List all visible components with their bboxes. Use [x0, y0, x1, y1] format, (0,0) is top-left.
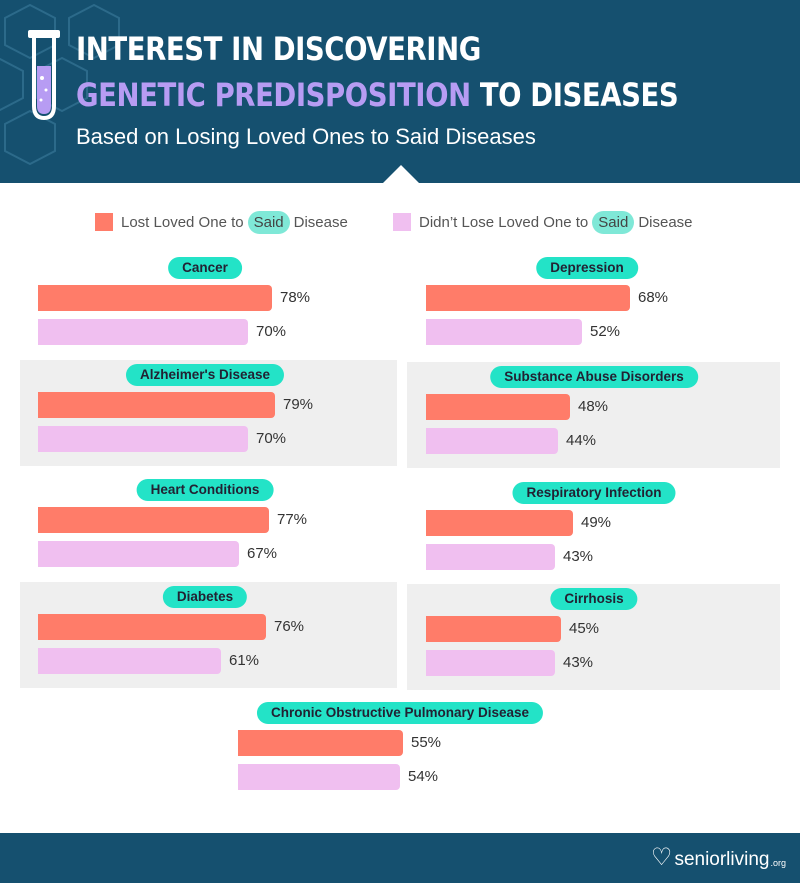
- value-label-notlost: 61%: [229, 652, 260, 669]
- legend-lost-pre: Lost Loved One to: [121, 213, 244, 231]
- test-tube-icon: [28, 30, 60, 121]
- subtitle: Based on Losing Loved Ones to Said Disea…: [76, 124, 536, 149]
- legend-item-lost: Lost Loved One to Said Disease: [95, 210, 348, 234]
- legend-notlost-post: Disease: [638, 213, 693, 231]
- legend-swatch-lost: [95, 213, 113, 231]
- legend-lost-pill: Said: [247, 210, 290, 234]
- value-label-notlost: 67%: [247, 545, 278, 562]
- title-line-2: GENETIC PREDISPOSITION TO DISEASES: [76, 76, 679, 114]
- legend-notlost-pre: Didn’t Lose Loved One to: [419, 213, 589, 231]
- category-label: Cancer: [168, 257, 242, 279]
- title-line-2-rest: TO DISEASES: [470, 76, 679, 114]
- heart-icon: ♡: [650, 843, 673, 871]
- bar-lost: [426, 616, 561, 642]
- value-label-lost: 49%: [581, 514, 612, 531]
- value-label-notlost: 43%: [563, 548, 594, 565]
- logo-suffix: .org: [770, 858, 786, 868]
- category-label: Chronic Obstructive Pulmonary Disease: [256, 702, 544, 724]
- category-label: Alzheimer's Disease: [125, 364, 285, 386]
- header-notch: [383, 165, 419, 183]
- bar-notlost: [38, 319, 248, 345]
- bar-lost: [38, 614, 266, 640]
- category-label: Substance Abuse Disorders: [490, 366, 698, 388]
- title-line-1: INTEREST IN DISCOVERING: [76, 30, 481, 68]
- legend-notlost-pill: Said: [592, 210, 635, 234]
- value-label-lost: 68%: [638, 289, 669, 306]
- bar-lost: [426, 394, 570, 420]
- category-label: Respiratory Infection: [512, 482, 676, 504]
- bar-notlost: [238, 764, 400, 790]
- value-label-notlost: 70%: [256, 323, 287, 340]
- bar-notlost: [38, 426, 248, 452]
- value-label-notlost: 43%: [563, 654, 594, 671]
- bar-lost: [426, 510, 573, 536]
- bar-notlost: [426, 428, 558, 454]
- footer-banner: ♡ seniorliving .org: [0, 833, 800, 883]
- bar-lost: [426, 285, 630, 311]
- value-label-lost: 79%: [283, 396, 314, 413]
- bar-lost: [38, 285, 272, 311]
- value-label-notlost: 52%: [590, 323, 621, 340]
- bar-notlost: [426, 544, 555, 570]
- value-label-notlost: 54%: [408, 768, 439, 785]
- bar-lost: [38, 507, 269, 533]
- category-label: Diabetes: [162, 586, 248, 608]
- category-label: Heart Conditions: [136, 479, 274, 501]
- logo: ♡ seniorliving .org: [651, 843, 786, 871]
- value-label-lost: 55%: [411, 734, 442, 751]
- value-label-lost: 78%: [280, 289, 311, 306]
- header-banner: INTEREST IN DISCOVERING GENETIC PREDISPO…: [0, 0, 800, 183]
- legend-lost-post: Disease: [293, 213, 348, 231]
- logo-text: seniorliving: [674, 849, 770, 870]
- bar-notlost: [426, 650, 555, 676]
- value-label-lost: 45%: [569, 620, 600, 637]
- bar-notlost: [426, 319, 582, 345]
- value-label-notlost: 70%: [256, 430, 287, 447]
- bar-lost: [38, 392, 275, 418]
- category-label: Depression: [536, 257, 638, 279]
- value-label-lost: 77%: [277, 511, 308, 528]
- legend-swatch-notlost: [393, 213, 411, 231]
- category-label: Cirrhosis: [550, 588, 638, 610]
- bar-notlost: [38, 648, 221, 674]
- value-label-lost: 76%: [274, 618, 305, 635]
- bar-lost: [238, 730, 403, 756]
- legend-item-notlost: Didn’t Lose Loved One to Said Disease: [393, 210, 693, 234]
- value-label-notlost: 44%: [566, 432, 597, 449]
- value-label-lost: 48%: [578, 398, 609, 415]
- bar-notlost: [38, 541, 239, 567]
- title-highlight: GENETIC PREDISPOSITION: [76, 76, 471, 114]
